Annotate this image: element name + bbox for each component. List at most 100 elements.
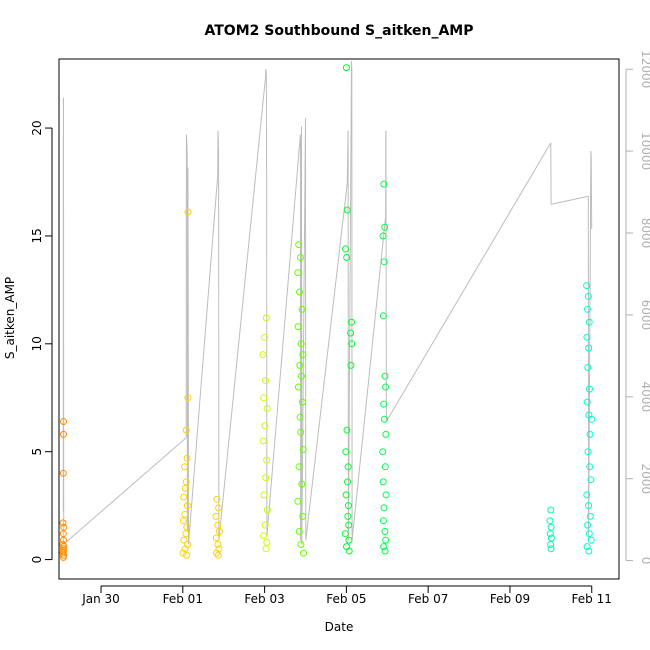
data-point xyxy=(179,517,187,525)
data-point xyxy=(59,519,67,527)
data-point xyxy=(380,180,388,188)
data-point xyxy=(583,398,591,406)
data-point xyxy=(180,493,188,501)
data-point xyxy=(213,549,221,557)
data-point xyxy=(260,532,267,540)
data-point xyxy=(382,536,390,544)
data-point xyxy=(547,506,555,514)
data-point xyxy=(379,448,387,456)
data-point xyxy=(380,400,388,408)
data-point xyxy=(586,430,594,438)
data-point xyxy=(214,551,222,559)
data-point xyxy=(584,292,592,300)
x-tick-label: Feb 11 xyxy=(572,592,612,606)
data-point xyxy=(343,206,351,214)
data-point xyxy=(296,288,303,296)
data-point xyxy=(343,543,350,551)
y-right-tick-label: 2000 xyxy=(639,463,650,494)
data-point xyxy=(297,340,305,348)
data-point xyxy=(583,282,591,290)
data-point xyxy=(347,361,355,369)
data-point xyxy=(586,463,594,471)
data-point xyxy=(263,506,271,514)
data-point xyxy=(381,372,389,380)
data-point xyxy=(381,463,389,471)
data-point xyxy=(296,254,304,261)
data-point xyxy=(183,551,190,559)
right-series-segment xyxy=(590,155,593,229)
right-series-segment xyxy=(63,437,187,545)
data-point xyxy=(263,456,271,464)
right-series-segment xyxy=(550,195,589,205)
data-point xyxy=(260,491,268,499)
x-tick-label: Jan 30 xyxy=(81,592,120,606)
y-axis-label: S_aitken_AMP xyxy=(3,277,17,359)
data-point xyxy=(261,422,269,430)
data-point xyxy=(262,377,269,384)
data-point xyxy=(583,543,591,551)
data-point xyxy=(60,523,68,531)
data-point xyxy=(584,448,592,456)
data-point xyxy=(294,497,302,505)
data-point xyxy=(381,223,389,231)
x-axis-label: Date xyxy=(325,620,354,634)
data-point xyxy=(583,333,591,341)
y-axis-left: 0 5 10 15 20 xyxy=(30,120,53,563)
data-point xyxy=(295,463,303,471)
right-series-segment xyxy=(265,69,267,74)
data-point xyxy=(341,530,349,538)
data-point xyxy=(379,312,387,320)
x-tick-label: Feb 01 xyxy=(163,592,203,606)
data-point xyxy=(588,415,596,423)
data-point xyxy=(261,521,269,529)
data-point xyxy=(587,536,595,544)
data-point xyxy=(296,361,304,369)
data-point xyxy=(296,413,304,421)
data-point xyxy=(585,502,592,510)
data-point xyxy=(263,538,271,546)
data-point xyxy=(345,547,353,555)
data-point xyxy=(381,547,389,555)
plot-frame xyxy=(58,58,620,580)
data-point xyxy=(585,547,593,555)
data-point xyxy=(259,351,267,359)
data-point xyxy=(260,394,268,402)
data-point xyxy=(586,385,593,393)
right-series-segment xyxy=(351,216,387,541)
y-right-tick-label: 4000 xyxy=(639,382,650,413)
y-right-tick-label: 6000 xyxy=(639,300,650,331)
data-point xyxy=(295,241,303,249)
right-series-segment xyxy=(188,175,219,545)
data-point xyxy=(184,394,192,402)
data-point xyxy=(547,534,555,542)
data-point xyxy=(182,426,190,434)
data-point xyxy=(295,528,303,535)
data-point xyxy=(344,478,351,486)
data-point xyxy=(294,269,302,277)
data-point xyxy=(585,318,593,326)
data-point xyxy=(299,351,307,359)
data-point xyxy=(213,495,221,503)
x-tick-label: Feb 03 xyxy=(244,592,284,606)
points-layer xyxy=(59,64,596,561)
data-point xyxy=(262,314,270,322)
data-point xyxy=(344,463,352,471)
data-point xyxy=(584,305,591,313)
data-point xyxy=(546,530,554,538)
data-point xyxy=(299,446,307,453)
data-point xyxy=(261,333,269,341)
data-point xyxy=(546,517,554,525)
data-point xyxy=(184,208,192,216)
data-point xyxy=(547,541,555,548)
data-point xyxy=(298,480,306,488)
right-axis-line-layer xyxy=(62,60,593,545)
data-point xyxy=(342,64,350,72)
data-point xyxy=(586,512,594,520)
data-point xyxy=(60,418,67,425)
data-point xyxy=(263,405,271,412)
data-point xyxy=(214,521,222,529)
data-point xyxy=(59,530,67,538)
y-tick-label: 20 xyxy=(30,120,44,135)
data-point xyxy=(297,541,305,548)
